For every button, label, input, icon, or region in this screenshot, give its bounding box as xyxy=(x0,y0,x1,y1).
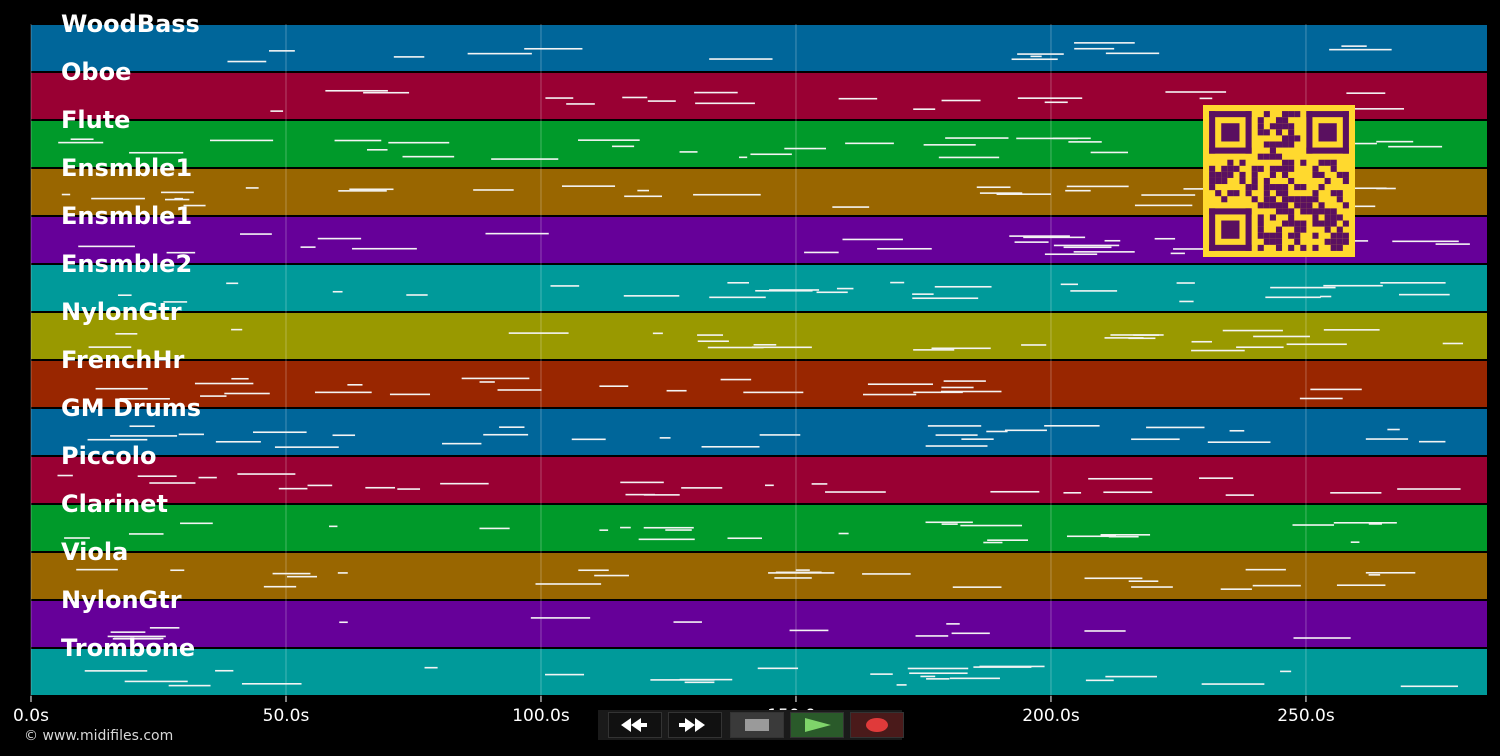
copyright-text: © www.midifiles.com xyxy=(24,728,174,744)
track-label: Trombone xyxy=(61,634,196,662)
tick-label: 100.0s xyxy=(512,706,570,726)
fast-forward-button[interactable] xyxy=(668,712,722,738)
track-label: Ensmble1 xyxy=(61,154,193,182)
rewind-button[interactable] xyxy=(608,712,662,738)
track-band xyxy=(31,25,1487,71)
track-band xyxy=(31,601,1487,647)
track-label: Oboe xyxy=(61,58,132,86)
track-band xyxy=(31,409,1487,455)
track-label: Piccolo xyxy=(61,442,157,470)
track-label: WoodBass xyxy=(61,10,200,38)
stop-icon xyxy=(745,719,769,731)
track-band xyxy=(31,361,1487,407)
rewind-icon xyxy=(621,718,647,732)
tick-label: 0.0s xyxy=(13,706,49,726)
track-label: Flute xyxy=(61,106,131,134)
track-band xyxy=(31,457,1487,503)
track-band xyxy=(31,649,1487,695)
track-label: NylonGtr xyxy=(61,298,182,326)
stop-button[interactable] xyxy=(730,712,784,738)
record-icon xyxy=(866,718,888,732)
transport-controls xyxy=(598,710,904,740)
fast-forward-icon xyxy=(679,718,705,732)
tick-label: 200.0s xyxy=(1022,706,1080,726)
play-button[interactable] xyxy=(790,712,844,738)
track-label: FrenchHr xyxy=(61,346,185,374)
tick-label: 50.0s xyxy=(262,706,310,726)
play-icon xyxy=(805,718,831,732)
track-label: GM Drums xyxy=(61,394,202,422)
tick-label: 250.0s xyxy=(1277,706,1335,726)
track-label: Ensmble1 xyxy=(61,202,193,230)
qr-code-icon xyxy=(1203,105,1355,257)
track-label: NylonGtr xyxy=(61,586,182,614)
track-band xyxy=(31,265,1487,311)
record-button[interactable] xyxy=(850,712,904,738)
track-label: Clarinet xyxy=(61,490,168,518)
track-label: Ensmble2 xyxy=(61,250,193,278)
track-label: Viola xyxy=(61,538,129,566)
note-strokes xyxy=(57,42,1470,688)
track-band xyxy=(31,553,1487,599)
track-band xyxy=(31,505,1487,551)
